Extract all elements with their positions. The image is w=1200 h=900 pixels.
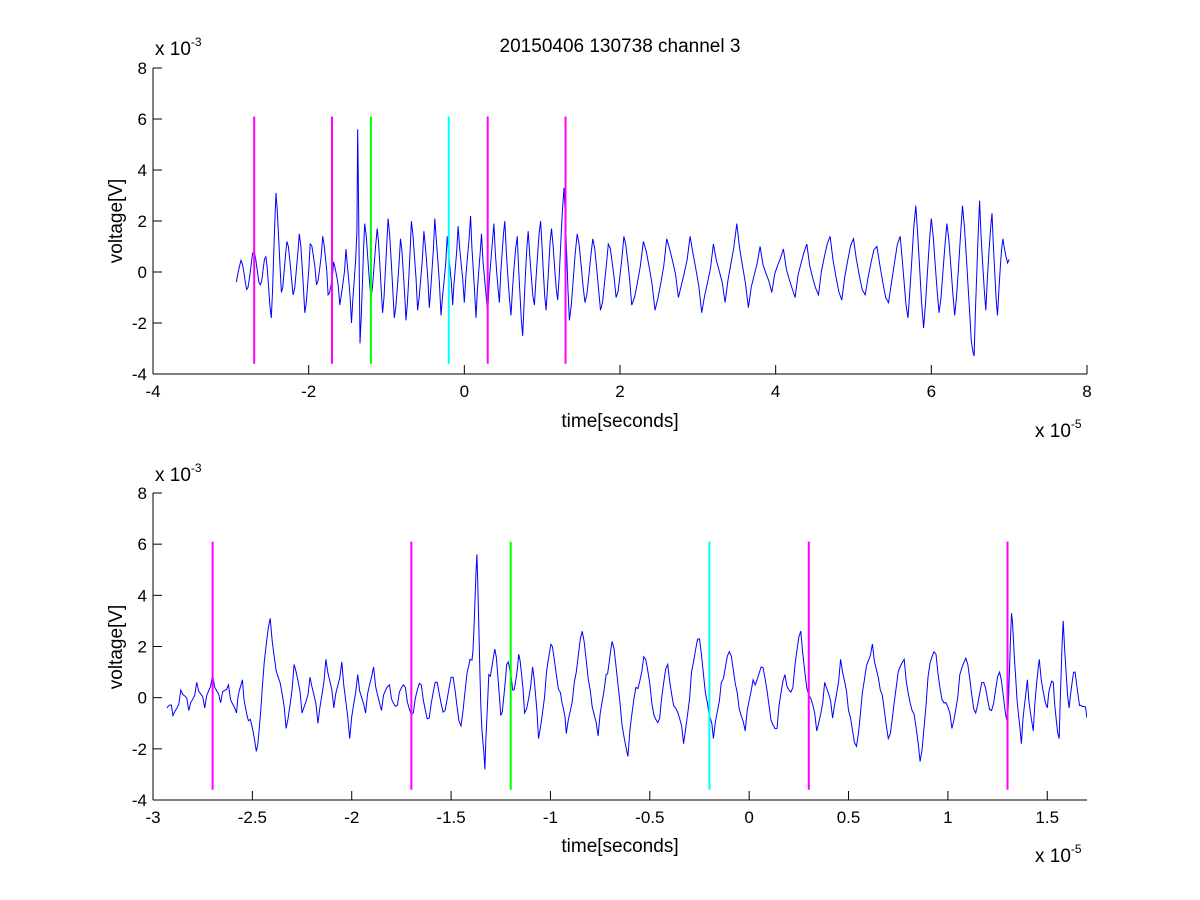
x-multiplier-label: x 10-5 [1035, 842, 1082, 867]
y-axis-label: voltage[V] [106, 605, 127, 690]
x-tick-label: 1 [943, 808, 952, 827]
x-axis-label: time[seconds] [561, 411, 678, 432]
x-tick-label: 4 [771, 382, 780, 401]
x-tick-label: 6 [927, 382, 936, 401]
x-tick-label: 2 [615, 382, 624, 401]
y-multiplier-label: x 10-3 [155, 35, 202, 60]
y-tick-label: -2 [132, 740, 147, 759]
signal-line [166, 554, 1087, 770]
y-tick-label: 2 [138, 638, 147, 657]
x-tick-label: 8 [1082, 382, 1091, 401]
x-tick-label: -2 [344, 808, 359, 827]
y-tick-label: 6 [138, 110, 147, 129]
signal-line [235, 129, 1010, 357]
y-tick-label: 4 [138, 586, 147, 605]
y-tick-label: -4 [132, 365, 147, 384]
y-axis-label: voltage[V] [106, 179, 127, 264]
y-tick-label: 2 [138, 212, 147, 231]
y-tick-label: 8 [138, 59, 147, 78]
y-tick-label: 0 [138, 263, 147, 282]
chart-title: 20150406 130738 channel 3 [500, 36, 741, 57]
y-tick-label: -4 [132, 791, 147, 810]
x-tick-label: -4 [145, 382, 160, 401]
y-tick-label: 0 [138, 689, 147, 708]
x-multiplier-label: x 10-5 [1035, 417, 1082, 442]
subplot-bottom: x 10-3 x 10-5 time[seconds] voltage[V] -… [106, 461, 1087, 867]
x-tick-label: 0.5 [837, 808, 861, 827]
y-tick-label: 4 [138, 161, 147, 180]
x-tick-label: 1.5 [1035, 808, 1059, 827]
subplot-top: 20150406 130738 channel 3 x 10-3 x 10-5 … [106, 35, 1092, 442]
x-axis-label: time[seconds] [561, 836, 678, 857]
y-tick-label: 8 [138, 484, 147, 503]
x-tick-label: -2 [301, 382, 316, 401]
y-tick-label: 6 [138, 535, 147, 554]
x-tick-label: -1 [543, 808, 558, 827]
x-tick-label: 0 [460, 382, 469, 401]
x-tick-label: -0.5 [635, 808, 664, 827]
x-tick-label: -2.5 [238, 808, 267, 827]
y-multiplier-label: x 10-3 [155, 461, 202, 486]
x-tick-label: -1.5 [436, 808, 465, 827]
y-tick-label: -2 [132, 314, 147, 333]
x-tick-label: -3 [145, 808, 160, 827]
x-tick-label: 0 [744, 808, 753, 827]
